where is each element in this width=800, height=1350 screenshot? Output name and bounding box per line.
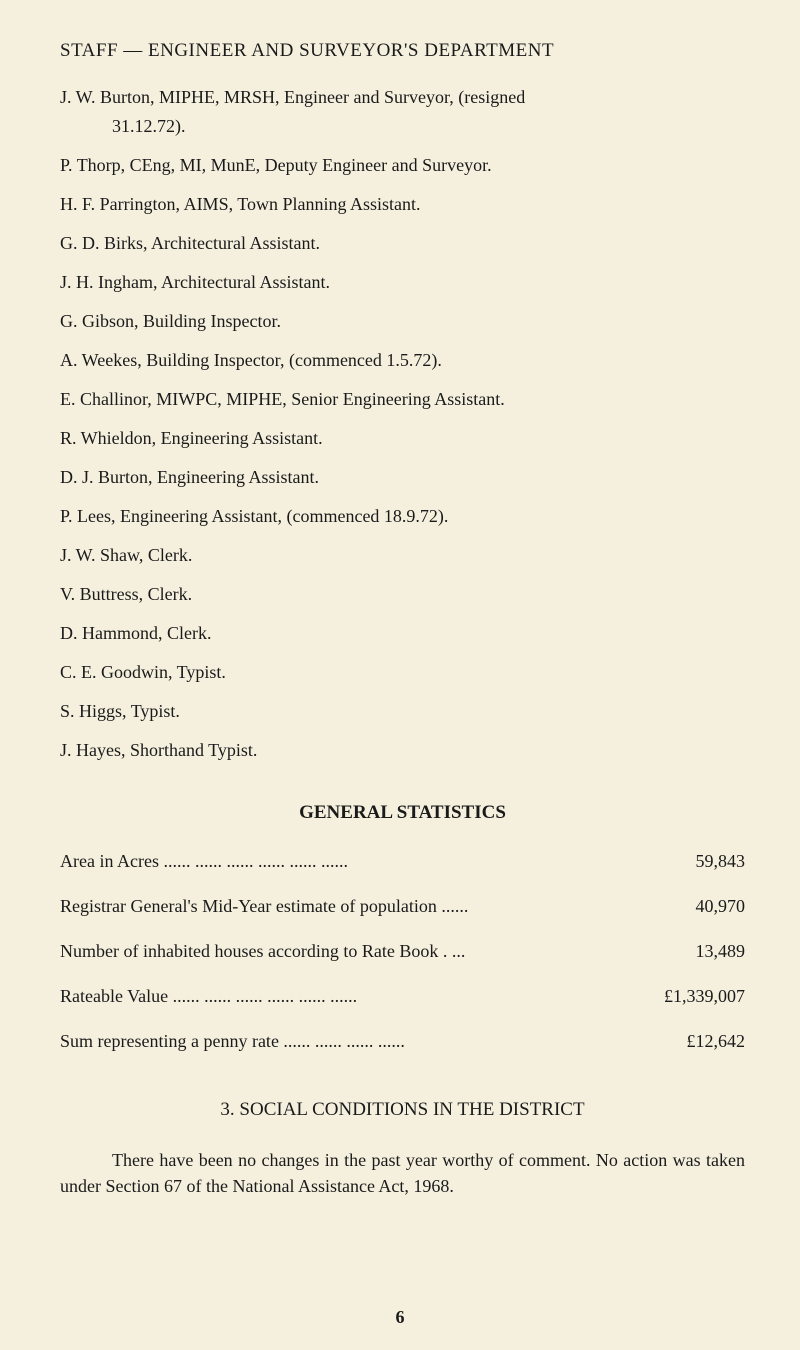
staff-item: A. Weekes, Building Inspector, (commence… bbox=[60, 347, 745, 374]
staff-item: S. Higgs, Typist. bbox=[60, 698, 745, 725]
staff-item: P. Lees, Engineering Assistant, (commenc… bbox=[60, 503, 745, 530]
stats-title: GENERAL STATISTICS bbox=[60, 802, 745, 824]
stat-label: Sum representing a penny rate ...... ...… bbox=[60, 1028, 667, 1055]
stat-value: 59,843 bbox=[676, 848, 746, 875]
stat-row: Number of inhabited houses according to … bbox=[60, 938, 745, 965]
staff-item: D. Hammond, Clerk. bbox=[60, 620, 745, 647]
staff-item: E. Challinor, MIWPC, MIPHE, Senior Engin… bbox=[60, 386, 745, 413]
staff-item: J. W. Shaw, Clerk. bbox=[60, 542, 745, 569]
staff-item: J. W. Burton, MIPHE, MRSH, Engineer and … bbox=[60, 84, 745, 111]
staff-item: P. Thorp, CEng, MI, MunE, Deputy Enginee… bbox=[60, 152, 745, 179]
stat-value: £1,339,007 bbox=[644, 983, 745, 1010]
social-paragraph: There have been no changes in the past y… bbox=[60, 1147, 745, 1199]
stat-label: Rateable Value ...... ...... ...... ....… bbox=[60, 983, 644, 1010]
staff-item: G. D. Birks, Architectural Assistant. bbox=[60, 230, 745, 257]
staff-item: C. E. Goodwin, Typist. bbox=[60, 659, 745, 686]
stat-row: Sum representing a penny rate ...... ...… bbox=[60, 1028, 745, 1055]
staff-item: V. Buttress, Clerk. bbox=[60, 581, 745, 608]
page-number: 6 bbox=[396, 1307, 405, 1328]
stat-value: £12,642 bbox=[667, 1028, 746, 1055]
staff-item: D. J. Burton, Engineering Assistant. bbox=[60, 464, 745, 491]
dept-title: STAFF — ENGINEER AND SURVEYOR'S DEPARTME… bbox=[60, 40, 745, 62]
stat-row: Area in Acres ...... ...... ...... .....… bbox=[60, 848, 745, 875]
staff-item: R. Whieldon, Engineering Assistant. bbox=[60, 425, 745, 452]
stat-label: Registrar General's Mid-Year estimate of… bbox=[60, 893, 676, 920]
stat-value: 13,489 bbox=[676, 938, 746, 965]
stat-row: Registrar General's Mid-Year estimate of… bbox=[60, 893, 745, 920]
staff-item: J. Hayes, Shorthand Typist. bbox=[60, 737, 745, 764]
stat-label: Number of inhabited houses according to … bbox=[60, 938, 676, 965]
stat-label: Area in Acres ...... ...... ...... .....… bbox=[60, 848, 676, 875]
stat-value: 40,970 bbox=[676, 893, 746, 920]
stat-row: Rateable Value ...... ...... ...... ....… bbox=[60, 983, 745, 1010]
social-title: 3. SOCIAL CONDITIONS IN THE DISTRICT bbox=[60, 1099, 745, 1121]
staff-item: H. F. Parrington, AIMS, Town Planning As… bbox=[60, 191, 745, 218]
staff-item: J. H. Ingham, Architectural Assistant. bbox=[60, 269, 745, 296]
staff-item: 31.12.72). bbox=[60, 113, 745, 140]
staff-item: G. Gibson, Building Inspector. bbox=[60, 308, 745, 335]
